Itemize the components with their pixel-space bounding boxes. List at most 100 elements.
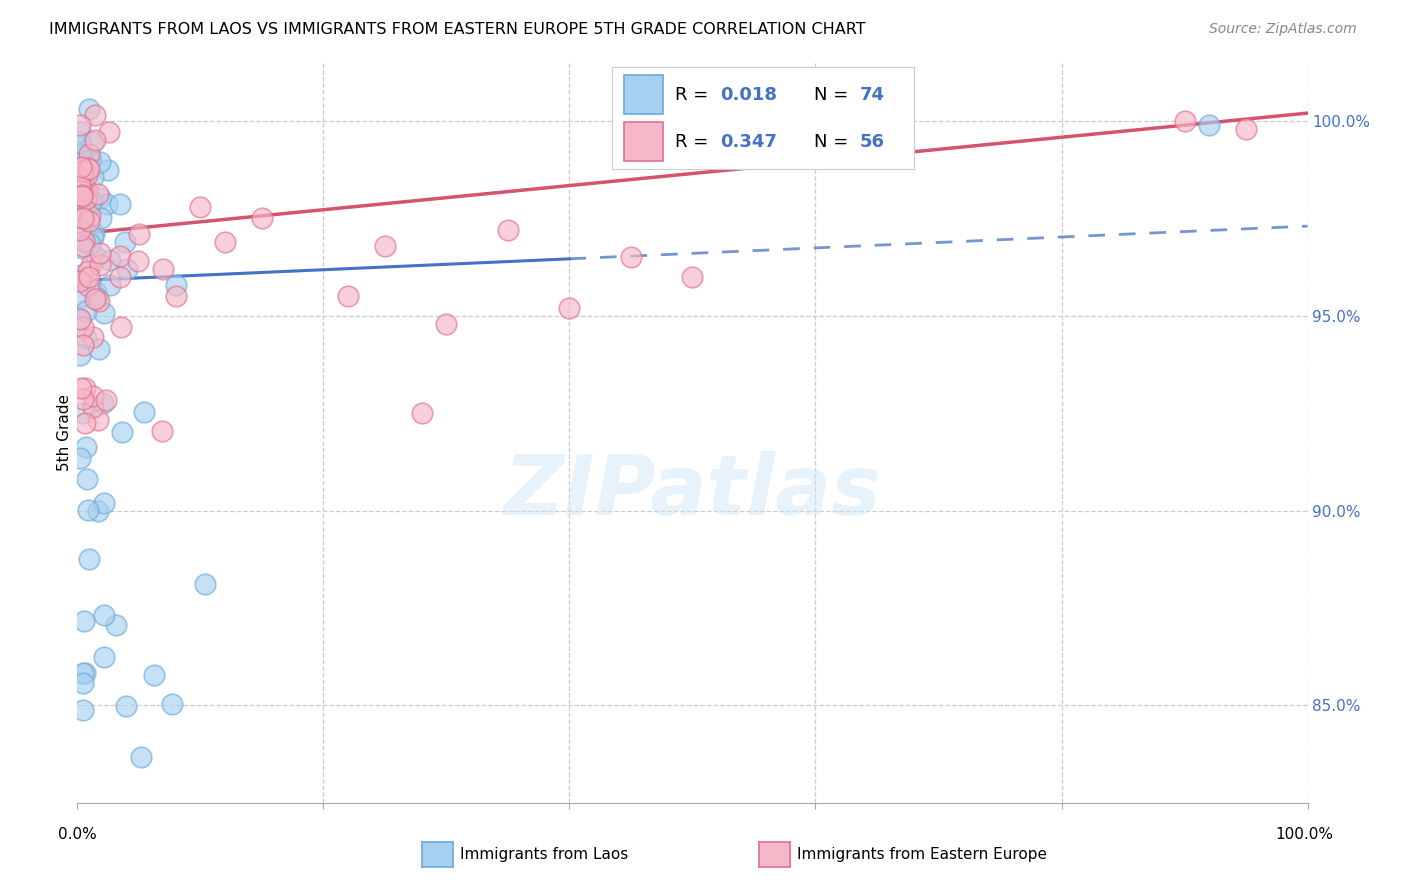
Point bbox=[77, 502, 100, 516]
Point bbox=[105, 618, 128, 632]
Point bbox=[77, 161, 100, 176]
Point bbox=[79, 209, 101, 223]
Point bbox=[682, 269, 704, 284]
Point bbox=[77, 162, 100, 177]
Point bbox=[87, 413, 110, 427]
Point bbox=[72, 160, 94, 174]
Text: Source: ZipAtlas.com: Source: ZipAtlas.com bbox=[1209, 22, 1357, 37]
Point bbox=[84, 285, 107, 299]
Point bbox=[90, 211, 112, 226]
Point bbox=[97, 125, 120, 139]
Point bbox=[194, 577, 217, 591]
Point bbox=[89, 246, 111, 260]
Y-axis label: 5th Grade: 5th Grade bbox=[56, 394, 72, 471]
Point bbox=[79, 258, 101, 272]
Point bbox=[111, 425, 134, 440]
Point bbox=[93, 495, 115, 509]
Point bbox=[83, 108, 105, 122]
Point bbox=[190, 200, 212, 214]
Point bbox=[69, 178, 91, 192]
Point bbox=[82, 389, 104, 403]
Point bbox=[72, 165, 94, 179]
Point bbox=[75, 189, 97, 203]
Point bbox=[1198, 118, 1220, 132]
Point bbox=[79, 237, 101, 252]
Point bbox=[77, 264, 100, 278]
Point bbox=[89, 258, 111, 272]
Point bbox=[72, 181, 94, 195]
Point bbox=[72, 189, 94, 203]
Text: 0.347: 0.347 bbox=[720, 133, 778, 151]
Point bbox=[73, 148, 96, 162]
Point bbox=[69, 160, 91, 174]
Text: Immigrants from Laos: Immigrants from Laos bbox=[460, 847, 628, 862]
Point bbox=[93, 607, 115, 622]
Point bbox=[115, 262, 138, 277]
Point bbox=[77, 211, 100, 226]
Text: IMMIGRANTS FROM LAOS VS IMMIGRANTS FROM EASTERN EUROPE 5TH GRADE CORRELATION CHA: IMMIGRANTS FROM LAOS VS IMMIGRANTS FROM … bbox=[49, 22, 866, 37]
Point bbox=[72, 239, 94, 253]
Point bbox=[72, 241, 94, 255]
Point bbox=[86, 292, 108, 306]
Text: 0.0%: 0.0% bbox=[58, 827, 97, 841]
Point bbox=[77, 269, 100, 284]
Point bbox=[72, 666, 94, 681]
Point bbox=[69, 159, 91, 173]
Point bbox=[127, 253, 149, 268]
Point bbox=[115, 699, 138, 714]
Point bbox=[82, 136, 104, 150]
Point bbox=[72, 163, 94, 178]
Point bbox=[76, 198, 98, 212]
Point bbox=[70, 172, 93, 186]
Point bbox=[142, 667, 165, 681]
Text: Immigrants from Eastern Europe: Immigrants from Eastern Europe bbox=[797, 847, 1047, 862]
Point bbox=[94, 393, 117, 408]
Text: ZIPatlas: ZIPatlas bbox=[503, 451, 882, 533]
Point bbox=[82, 169, 104, 184]
Point bbox=[165, 277, 187, 292]
Point bbox=[75, 192, 97, 206]
Point bbox=[79, 196, 101, 211]
Point bbox=[76, 279, 98, 293]
Point bbox=[496, 223, 519, 237]
Point bbox=[69, 223, 91, 237]
Point bbox=[1174, 114, 1197, 128]
Point bbox=[72, 392, 94, 406]
Point bbox=[1234, 121, 1257, 136]
Point bbox=[69, 156, 91, 170]
Point bbox=[72, 320, 94, 334]
Point bbox=[69, 312, 91, 326]
Point bbox=[69, 268, 91, 282]
Point bbox=[110, 197, 132, 211]
Point bbox=[129, 750, 152, 764]
Point bbox=[69, 179, 91, 194]
Point bbox=[69, 135, 91, 149]
Point bbox=[77, 552, 100, 566]
Text: 0.018: 0.018 bbox=[720, 86, 778, 103]
Point bbox=[337, 289, 360, 303]
Point bbox=[87, 186, 110, 201]
Point bbox=[72, 211, 94, 226]
Point bbox=[69, 273, 91, 287]
Point bbox=[214, 235, 236, 249]
Point bbox=[69, 125, 91, 139]
Point bbox=[411, 406, 433, 420]
Point bbox=[77, 147, 100, 161]
Point bbox=[82, 330, 104, 344]
Point bbox=[77, 214, 100, 228]
Point bbox=[76, 472, 98, 486]
Point bbox=[114, 235, 136, 249]
Point bbox=[69, 348, 91, 362]
Point bbox=[77, 102, 100, 116]
Point bbox=[79, 151, 101, 165]
Point bbox=[69, 274, 91, 288]
Point bbox=[77, 190, 100, 204]
Text: N =: N = bbox=[814, 133, 853, 151]
Point bbox=[69, 211, 91, 226]
Point bbox=[93, 650, 115, 665]
Point bbox=[69, 381, 91, 395]
Point bbox=[132, 405, 155, 419]
Point bbox=[84, 250, 107, 264]
Point bbox=[69, 118, 91, 132]
Point bbox=[84, 293, 107, 307]
